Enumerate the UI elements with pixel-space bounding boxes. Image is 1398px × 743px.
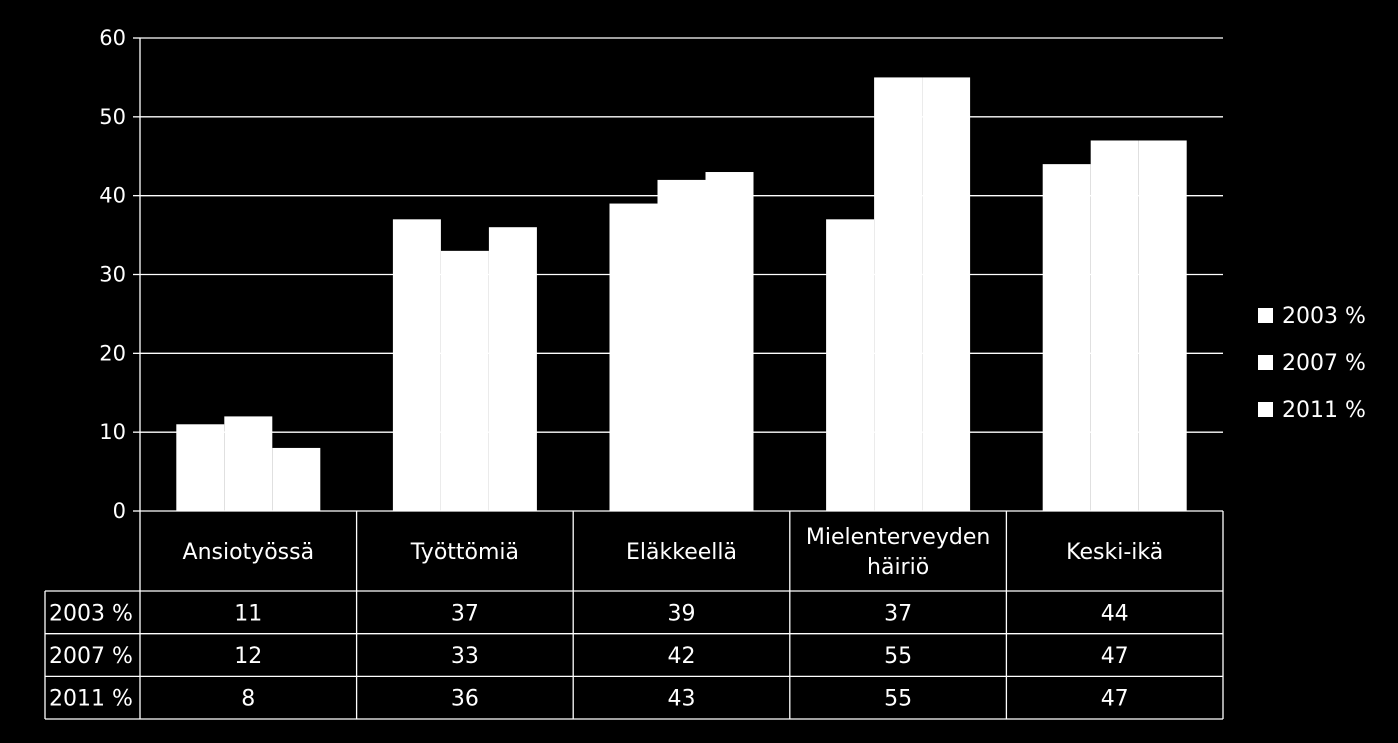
legend-swatch bbox=[1258, 308, 1273, 323]
y-tick-label: 0 bbox=[113, 499, 126, 523]
legend-swatch bbox=[1258, 402, 1273, 417]
x-tick-label: Työttömiä bbox=[410, 540, 519, 565]
y-tick-label: 40 bbox=[99, 184, 126, 208]
table-row-label: 2007 % bbox=[49, 644, 133, 669]
table-cell-value: 8 bbox=[241, 687, 255, 712]
bar bbox=[1042, 164, 1091, 511]
table-cell-value: 44 bbox=[1101, 601, 1129, 626]
bar bbox=[1090, 140, 1139, 511]
bar bbox=[657, 179, 706, 511]
bars bbox=[176, 77, 1187, 512]
y-tick-label: 20 bbox=[99, 341, 126, 365]
table-cell-value: 47 bbox=[1101, 644, 1129, 669]
legend-label: 2007 % bbox=[1282, 351, 1366, 376]
y-tick-label: 50 bbox=[99, 105, 126, 129]
x-tick-label: häiriö bbox=[867, 555, 929, 580]
bar bbox=[176, 424, 225, 511]
data-table: Ansiotyössä Työttömiä Eläkkeellä Mielenterv… bbox=[44, 510, 1224, 720]
table-cell-value: 11 bbox=[234, 601, 262, 626]
x-tick-label: Keski-ikä bbox=[1066, 540, 1163, 565]
table-cell-value: 47 bbox=[1101, 687, 1129, 712]
bar bbox=[1138, 140, 1187, 511]
axes: 0 10 20 30 40 50 60 bbox=[99, 26, 141, 719]
table-cell-value: 39 bbox=[668, 601, 696, 626]
table-cell-value: 43 bbox=[668, 687, 696, 712]
bar bbox=[922, 77, 971, 512]
legend-label: 2011 % bbox=[1282, 398, 1366, 423]
table-cell-value: 55 bbox=[884, 687, 912, 712]
y-tick-label: 30 bbox=[99, 263, 126, 287]
table-cell-value: 42 bbox=[668, 644, 696, 669]
y-tick-label: 60 bbox=[99, 26, 126, 50]
bar bbox=[826, 219, 875, 512]
table-cell-value: 37 bbox=[884, 601, 912, 626]
bar bbox=[488, 227, 537, 511]
table-cell-value: 37 bbox=[451, 601, 479, 626]
table-cell-value: 55 bbox=[884, 644, 912, 669]
y-tick-label: 10 bbox=[99, 420, 126, 444]
table-row-label: 2011 % bbox=[49, 687, 133, 712]
bar bbox=[272, 447, 321, 511]
bar bbox=[440, 250, 489, 511]
bar bbox=[874, 77, 923, 512]
x-tick-label: Mielenterveyden bbox=[806, 525, 990, 550]
x-tick-label: Eläkkeellä bbox=[626, 540, 737, 565]
table-cell-value: 12 bbox=[234, 644, 262, 669]
table-row-label: 2003 % bbox=[49, 601, 133, 626]
bar bbox=[609, 203, 658, 512]
legend: 2003 % 2007 % 2011 % bbox=[1258, 304, 1366, 423]
x-tick-label: Ansiotyössä bbox=[183, 540, 315, 565]
legend-label: 2003 % bbox=[1282, 304, 1366, 329]
table-cell-value: 33 bbox=[451, 644, 479, 669]
bar bbox=[224, 416, 273, 511]
bar bbox=[705, 172, 754, 511]
table-cell-value: 36 bbox=[451, 687, 479, 712]
bar bbox=[392, 219, 441, 512]
legend-swatch bbox=[1258, 355, 1273, 370]
